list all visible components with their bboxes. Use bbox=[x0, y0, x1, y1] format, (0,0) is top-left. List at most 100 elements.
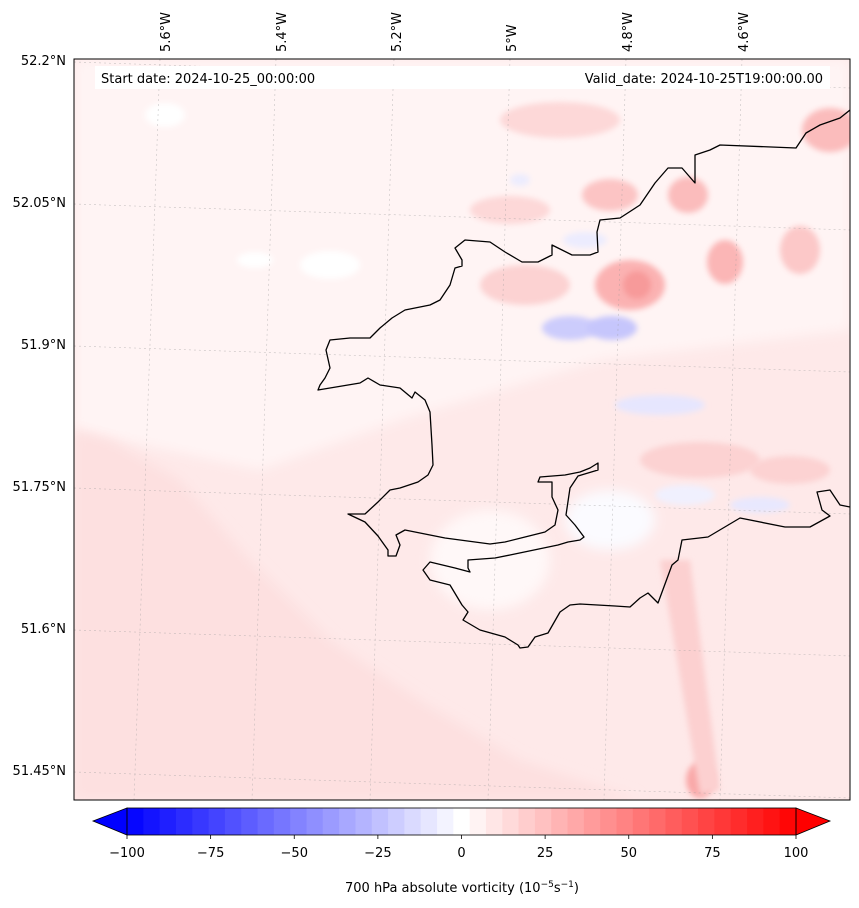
colorbar-segment bbox=[224, 808, 242, 835]
colorbar-segment bbox=[698, 808, 716, 835]
meridian-line bbox=[369, 59, 395, 800]
colorbar-segment bbox=[551, 808, 569, 835]
field-white-patch bbox=[145, 103, 185, 127]
lat-label: 52.05°N bbox=[13, 196, 66, 211]
colorbar-segment bbox=[241, 808, 259, 835]
meridian-line bbox=[603, 59, 627, 800]
start-date-text: Start date: 2024-10-25_00:00:00 bbox=[101, 72, 315, 87]
colorbar-segment bbox=[763, 808, 781, 835]
lon-label: 5.6°W bbox=[159, 12, 174, 52]
colorbar-tick-label: 0 bbox=[457, 846, 465, 861]
meridian-line bbox=[251, 59, 277, 800]
lon-label: 5°W bbox=[505, 24, 520, 52]
lat-label: 51.75°N bbox=[13, 480, 66, 495]
colorbar-segment bbox=[388, 808, 405, 835]
colorbar-segment bbox=[339, 808, 357, 835]
field-red-feature bbox=[582, 179, 638, 211]
meridian-line bbox=[719, 59, 743, 800]
field-sw-region bbox=[74, 430, 640, 800]
colorbar-tick-label: −25 bbox=[364, 846, 391, 861]
colorbar-segment bbox=[616, 808, 634, 835]
colorbar-segment bbox=[600, 808, 618, 835]
colorbar-segment bbox=[567, 808, 585, 835]
field-red-feature bbox=[780, 226, 820, 274]
coastline-path bbox=[317, 109, 850, 649]
colorbar-segment bbox=[322, 808, 340, 835]
colorbar-segment bbox=[502, 808, 520, 835]
colorbar-segment bbox=[485, 808, 503, 835]
vorticity-field bbox=[74, 59, 850, 800]
colorbar-segment bbox=[127, 808, 144, 835]
lon-label: 5.2°W bbox=[390, 12, 405, 52]
colorbar-tick-label: −50 bbox=[281, 846, 308, 861]
colorbar-segment bbox=[665, 808, 683, 835]
lat-label: 52.2°N bbox=[21, 54, 66, 69]
colorbar-segment bbox=[469, 808, 487, 835]
colorbar-segment bbox=[192, 808, 210, 835]
colorbar-tick-label: 100 bbox=[784, 846, 809, 861]
colorbar-segment bbox=[355, 808, 373, 835]
colorbar-segment bbox=[290, 808, 308, 835]
latitude-labels: 52.2°N 52.05°N 51.9°N 51.75°N 51.6°N 51.… bbox=[13, 54, 66, 779]
colorbar-segment bbox=[159, 808, 177, 835]
colorbar-segment bbox=[437, 808, 454, 835]
field-white-patch bbox=[300, 251, 360, 279]
colorbar-tick-label: 75 bbox=[704, 846, 721, 861]
field-white-patch bbox=[565, 490, 655, 550]
colorbar-segment bbox=[714, 808, 732, 835]
lat-label: 51.6°N bbox=[21, 622, 66, 637]
field-red-feature bbox=[668, 177, 708, 213]
colorbar-segment bbox=[175, 808, 193, 835]
colorbar-tick-label: 50 bbox=[620, 846, 637, 861]
colorbar-segment bbox=[420, 808, 438, 835]
colorbar-ticks: −100 −75 −50 −25 0 25 50 75 100 bbox=[109, 835, 808, 861]
colorbar-segment bbox=[730, 808, 748, 835]
field-red-feature bbox=[660, 560, 720, 795]
colorbar-segment bbox=[583, 808, 601, 835]
colorbar-segment bbox=[779, 808, 797, 835]
field-blue-feature bbox=[510, 174, 530, 186]
colorbar-segment bbox=[404, 808, 422, 835]
field-red-feature bbox=[480, 265, 570, 305]
colorbar-tick-label: −100 bbox=[109, 846, 145, 861]
lat-label: 51.9°N bbox=[21, 338, 66, 353]
colorbar-segment bbox=[534, 808, 552, 835]
lon-label: 4.8°W bbox=[621, 12, 636, 52]
field-red-feature bbox=[623, 271, 651, 299]
meridian-line bbox=[133, 59, 161, 800]
colorbar-segment bbox=[632, 808, 650, 835]
field-blue-feature bbox=[615, 395, 705, 415]
field-blue-feature bbox=[542, 316, 598, 340]
field-blue-feature bbox=[655, 485, 715, 505]
longitude-labels: 5.6°W 5.4°W 5.2°W 5°W 4.8°W 4.6°W bbox=[159, 12, 752, 52]
map-frame bbox=[73, 58, 851, 801]
field-red-feature bbox=[470, 196, 550, 224]
colorbar-extend-min-arrow bbox=[91, 807, 128, 836]
field-red-feature bbox=[750, 456, 830, 484]
field-red-feature bbox=[640, 442, 760, 478]
lon-label: 5.4°W bbox=[275, 12, 290, 52]
colorbar-segment bbox=[371, 808, 389, 835]
colorbar-segment bbox=[273, 808, 291, 835]
graticule bbox=[74, 59, 850, 800]
colorbar-extend-max-arrow bbox=[795, 807, 832, 836]
coastline bbox=[317, 109, 850, 649]
colorbar: −100 −75 −50 −25 0 25 50 75 100 700 hPa absolute… bbox=[91, 807, 832, 896]
colorbar-segments bbox=[127, 808, 797, 835]
info-box bbox=[95, 66, 830, 89]
colorbar-segment bbox=[518, 808, 536, 835]
colorbar-segment bbox=[306, 808, 324, 835]
colorbar-segment bbox=[143, 808, 161, 835]
field-red-feature bbox=[500, 102, 620, 138]
colorbar-segment bbox=[649, 808, 667, 835]
colorbar-segment bbox=[453, 808, 471, 835]
field-blue-feature bbox=[563, 232, 607, 248]
field-red-feature bbox=[707, 240, 743, 284]
field-blue-feature bbox=[587, 316, 637, 340]
valid-date-text: Valid_date: 2024-10-25T19:00:00.00 bbox=[585, 72, 823, 87]
colorbar-tick-label: 25 bbox=[537, 846, 554, 861]
meridian-line bbox=[487, 59, 511, 800]
field-blue-feature bbox=[730, 497, 790, 513]
colorbar-segment bbox=[208, 808, 226, 835]
